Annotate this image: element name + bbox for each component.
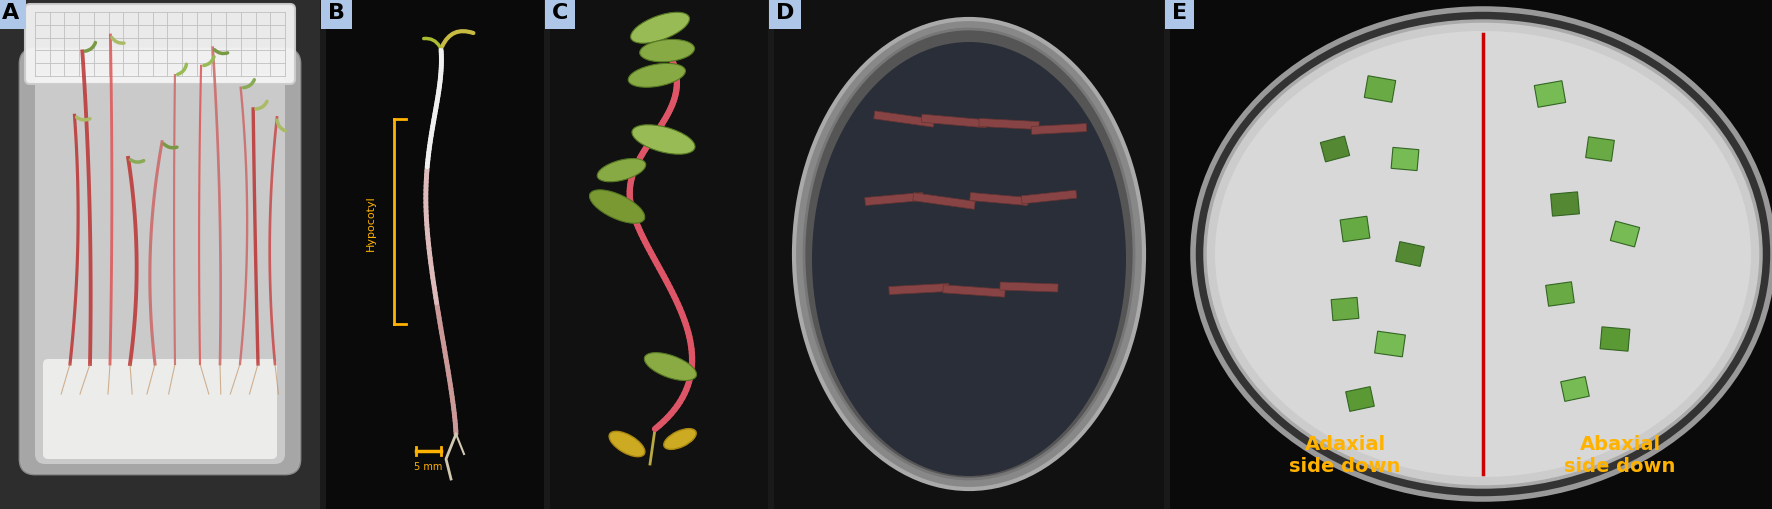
Ellipse shape	[1216, 32, 1751, 477]
Text: B: B	[328, 3, 346, 23]
Text: 5 mm: 5 mm	[415, 461, 443, 471]
Ellipse shape	[1205, 22, 1761, 487]
Polygon shape	[1600, 327, 1630, 352]
Polygon shape	[969, 193, 1028, 206]
Polygon shape	[1391, 148, 1419, 171]
Polygon shape	[913, 193, 975, 210]
Polygon shape	[921, 115, 987, 129]
Polygon shape	[865, 193, 923, 206]
Ellipse shape	[812, 43, 1125, 476]
Polygon shape	[874, 111, 934, 128]
FancyBboxPatch shape	[43, 359, 276, 459]
Ellipse shape	[794, 20, 1145, 489]
Text: C: C	[553, 3, 569, 23]
Ellipse shape	[590, 190, 645, 224]
Text: A: A	[2, 3, 19, 23]
Polygon shape	[978, 119, 1038, 130]
Polygon shape	[1535, 81, 1566, 108]
Ellipse shape	[610, 432, 645, 457]
Polygon shape	[943, 285, 1005, 298]
Text: Hypocotyl: Hypocotyl	[367, 195, 376, 250]
Polygon shape	[1586, 137, 1614, 162]
Ellipse shape	[1193, 10, 1772, 499]
Polygon shape	[1331, 298, 1359, 321]
Polygon shape	[1170, 0, 1772, 509]
Ellipse shape	[633, 126, 695, 155]
Polygon shape	[0, 0, 321, 509]
Ellipse shape	[664, 429, 696, 449]
Polygon shape	[1611, 222, 1639, 247]
Polygon shape	[1320, 137, 1350, 162]
Polygon shape	[1021, 191, 1077, 205]
Polygon shape	[890, 284, 950, 295]
Ellipse shape	[629, 64, 686, 88]
Ellipse shape	[804, 30, 1134, 479]
FancyBboxPatch shape	[25, 5, 294, 85]
Ellipse shape	[645, 353, 696, 381]
Polygon shape	[1375, 331, 1405, 357]
Ellipse shape	[640, 40, 695, 63]
Text: Abaxial
side down: Abaxial side down	[1565, 434, 1676, 475]
Polygon shape	[549, 0, 767, 509]
Polygon shape	[326, 0, 544, 509]
Polygon shape	[1545, 282, 1574, 306]
Polygon shape	[774, 0, 1164, 509]
Polygon shape	[1364, 76, 1396, 103]
Polygon shape	[1561, 377, 1589, 402]
Text: D: D	[776, 3, 794, 23]
Text: Adaxial
side down: Adaxial side down	[1290, 434, 1400, 475]
Polygon shape	[999, 282, 1058, 293]
Polygon shape	[1550, 192, 1579, 217]
Polygon shape	[1396, 242, 1425, 267]
Ellipse shape	[597, 159, 645, 182]
FancyBboxPatch shape	[35, 75, 285, 464]
Polygon shape	[1345, 387, 1375, 412]
Polygon shape	[1031, 124, 1086, 135]
Text: E: E	[1171, 3, 1187, 23]
FancyBboxPatch shape	[19, 50, 299, 474]
Polygon shape	[1340, 217, 1370, 242]
Ellipse shape	[631, 13, 689, 44]
